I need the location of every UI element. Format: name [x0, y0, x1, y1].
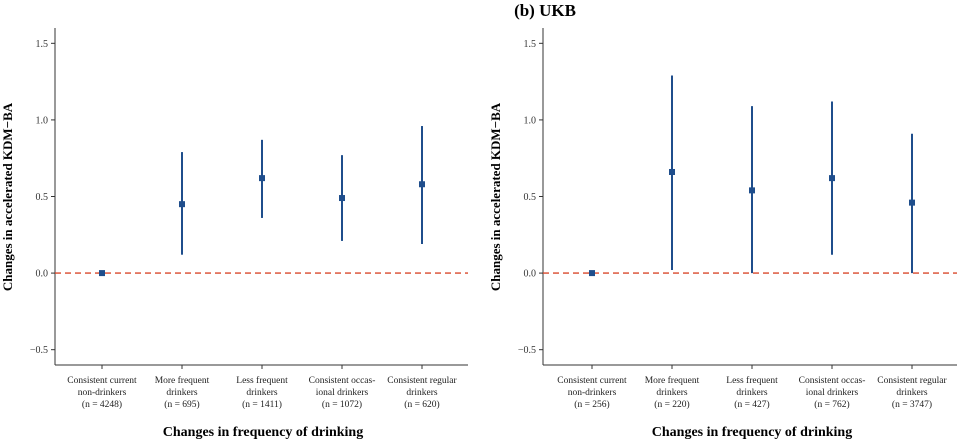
y-tick-label: 0.5	[36, 192, 49, 203]
x-tick-label: non-drinkers	[568, 388, 617, 398]
x-tick-label: (n = 1072)	[322, 399, 362, 410]
x-tick-label: Consistent regular	[877, 376, 947, 386]
x-tick-label: drinkers	[406, 388, 437, 398]
point-estimate	[829, 175, 835, 182]
x-tick-label: Consistent occas-	[799, 376, 866, 386]
x-tick-label: ional drinkers	[316, 388, 369, 398]
x-tick-label: Consistent current	[557, 376, 627, 386]
point-estimate	[419, 181, 425, 188]
panel-b-title: (b) UKB	[514, 1, 576, 20]
y-tick-label: −0.5	[518, 345, 536, 356]
x-tick-label: non-drinkers	[78, 388, 127, 398]
y-tick-label: 0.5	[524, 192, 537, 203]
y-tick-label: 0.0	[36, 269, 49, 280]
point-estimate	[179, 201, 185, 208]
x-tick-label: ional drinkers	[806, 388, 859, 398]
panel-a-xlabel: Changes in frequency of drinking	[163, 425, 363, 440]
x-tick-label: More frequent	[645, 375, 700, 386]
x-tick-label: (n = 620)	[404, 399, 439, 410]
panel-a: Changes in accelerated KDM−BA Changes in…	[0, 28, 468, 440]
x-tick-label: drinkers	[896, 388, 927, 398]
x-tick-label: (n = 762)	[814, 399, 849, 410]
panel-b: (b) UKB Changes in accelerated KDM−BA Ch…	[488, 1, 957, 440]
x-tick-label: drinkers	[246, 388, 277, 398]
point-estimate	[339, 195, 345, 202]
x-tick-label: Less frequent	[726, 375, 778, 386]
x-tick-label: drinkers	[736, 388, 767, 398]
panel-b-xlabel: Changes in frequency of drinking	[652, 425, 852, 440]
x-tick-label: (n = 256)	[574, 399, 609, 410]
x-tick-label: drinkers	[656, 388, 687, 398]
x-tick-label: (n = 3747)	[892, 399, 932, 410]
point-estimate	[749, 187, 755, 194]
x-tick-label: (n = 1411)	[242, 399, 282, 410]
panel-b-ylabel: Changes in accelerated KDM−BA	[488, 102, 503, 291]
point-estimate	[909, 199, 915, 206]
y-tick-label: 1.5	[524, 39, 537, 50]
y-tick-label: 1.0	[36, 115, 49, 126]
x-tick-label: Less frequent	[236, 375, 288, 386]
x-tick-label: (n = 695)	[164, 399, 199, 410]
point-estimate	[589, 270, 595, 277]
x-tick-label: Consistent current	[67, 376, 137, 386]
y-tick-label: 1.0	[524, 115, 537, 126]
x-tick-label: Consistent regular	[387, 376, 457, 386]
x-tick-label: More frequent	[155, 375, 210, 386]
y-tick-label: −0.5	[30, 345, 48, 356]
y-tick-label: 0.0	[524, 269, 537, 280]
x-tick-label: (n = 4248)	[82, 399, 122, 410]
point-estimate	[669, 168, 675, 175]
x-tick-label: (n = 220)	[654, 399, 689, 410]
x-tick-label: Consistent occas-	[309, 376, 376, 386]
x-tick-label: drinkers	[166, 388, 197, 398]
point-estimate	[99, 270, 105, 277]
y-tick-label: 1.5	[36, 39, 49, 50]
point-estimate	[259, 175, 265, 182]
x-tick-label: (n = 427)	[734, 399, 769, 410]
panel-a-ylabel: Changes in accelerated KDM−BA	[0, 102, 15, 291]
